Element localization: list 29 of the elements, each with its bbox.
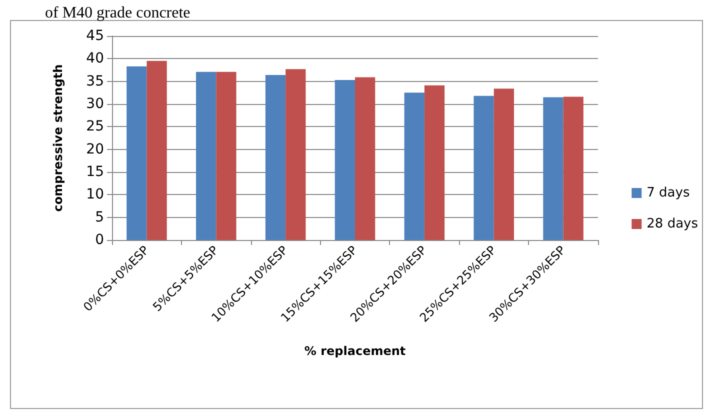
bar [216,72,236,240]
y-tick-label: 45 [86,28,104,44]
y-tick-label: 5 [95,209,104,226]
bar [334,80,355,240]
y-tick-label: 35 [86,73,104,90]
bar [355,77,376,240]
bar [404,92,424,240]
y-tick-label: 20 [86,141,104,158]
bar [146,60,167,240]
bar [126,66,147,240]
y-tick-label: 25 [86,118,104,135]
legend-label: 7 days [646,186,690,200]
y-tick-label: 10 [86,186,104,203]
bar [265,74,286,240]
y-axis-title: compressive strength [51,64,65,212]
chart-title: of M40 grade concrete [45,4,190,22]
bar [196,72,216,240]
bar [543,97,564,240]
legend-label: 28 days [646,216,698,232]
bar [424,85,445,240]
bar [286,69,306,240]
y-tick-label: 0 [95,232,104,248]
bar [494,88,514,240]
bar [563,96,584,240]
bar [474,96,494,240]
y-tick-label: 40 [86,50,104,67]
y-tick-label: 30 [86,96,104,112]
x-axis-title: % replacement [304,344,406,358]
y-tick-label: 15 [86,164,104,180]
